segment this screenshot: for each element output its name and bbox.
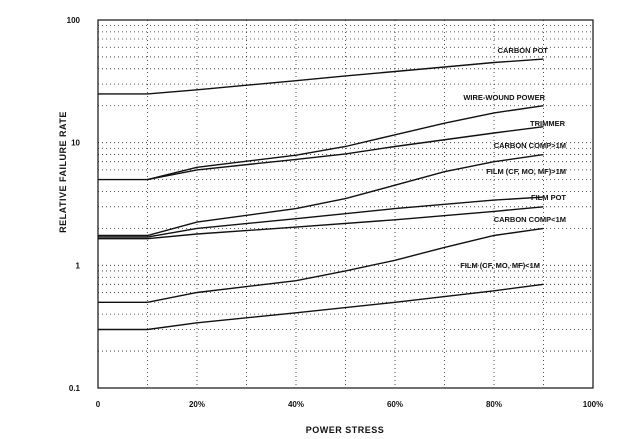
series-line — [98, 283, 544, 331]
plot-frame — [97, 19, 594, 389]
series-labels: CARBON POT WIRE-WOUND POWER TRIMMER CARBON … — [460, 46, 566, 270]
series-label: FILM (CF, MO, MF)<1M — [460, 261, 540, 270]
y-tick-label: 0.1 — [69, 384, 81, 393]
x-axis-ticks: 0 20% 40% 60% 80% 100% — [96, 400, 603, 409]
x-tick-label: 20% — [189, 400, 205, 409]
x-axis-label: POWER STRESS — [306, 425, 385, 435]
series-line — [98, 58, 544, 95]
series-line — [98, 153, 544, 237]
series-line — [98, 196, 544, 238]
series-label: CARBON POT — [498, 46, 549, 55]
series-label: TRIMMER — [530, 119, 566, 128]
series-label: CARBON COMP>1M — [494, 141, 566, 150]
series-line — [98, 126, 544, 181]
y-tick-label: 100 — [67, 16, 81, 25]
x-tick-label: 80% — [486, 400, 502, 409]
series-lines — [98, 58, 544, 331]
y-axis-ticks: 0.1 1 10 100 — [67, 16, 81, 393]
series-line — [98, 227, 544, 303]
x-tick-label: 100% — [583, 400, 603, 409]
x-tick-label: 60% — [387, 400, 403, 409]
series-label: WIRE-WOUND POWER — [463, 93, 545, 102]
series-label: FILM (CF, MO, MF)>1M — [486, 167, 566, 176]
x-tick-label: 0 — [96, 400, 101, 409]
series-label: CARBON COMP<1M — [494, 215, 566, 224]
series-label: FILM POT — [531, 193, 566, 202]
y-axis-label: RELATIVE FAILURE RATE — [58, 111, 68, 233]
series-line — [98, 206, 544, 240]
series-line — [147, 105, 544, 181]
y-tick-label: 10 — [71, 139, 80, 148]
x-tick-label: 40% — [288, 400, 304, 409]
y-tick-label: 1 — [76, 261, 81, 270]
